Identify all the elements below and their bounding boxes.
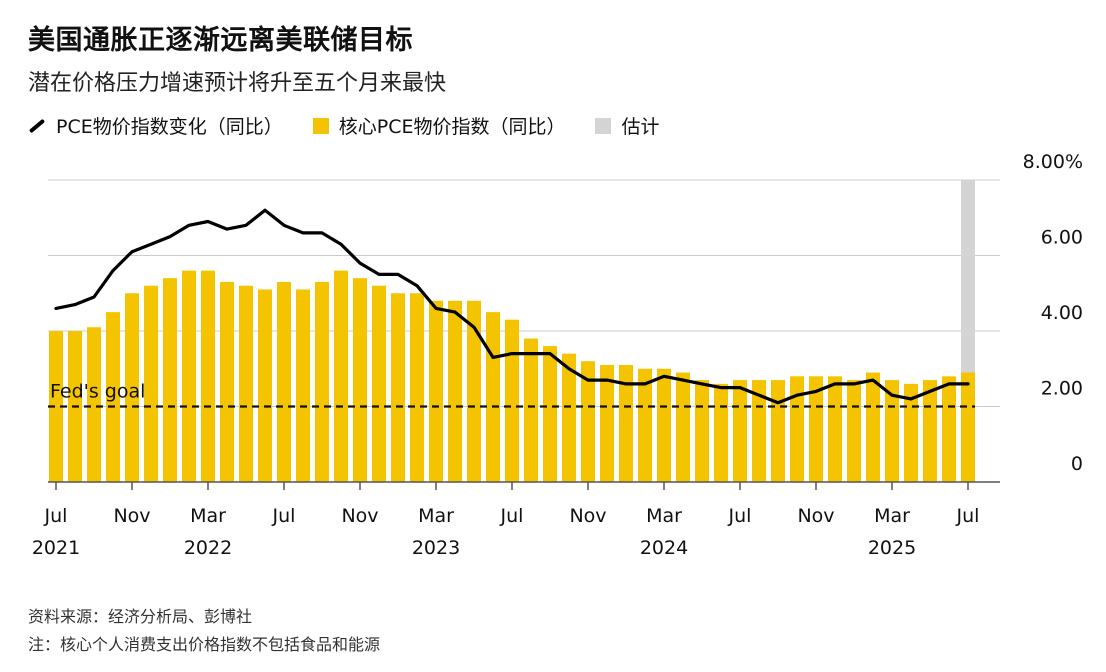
- source-note: 资料来源：经济分析局、彭博社: [28, 607, 253, 626]
- bar: [201, 270, 215, 482]
- bar: [467, 300, 481, 482]
- bar: [619, 364, 633, 482]
- x-tick-label: Mar: [418, 505, 454, 527]
- bar: [410, 293, 424, 482]
- bar: [771, 380, 785, 482]
- bar: [847, 380, 861, 482]
- y-tick-label: 8.00%: [1023, 151, 1083, 173]
- bar: [277, 281, 291, 482]
- x-tick-label: Nov: [797, 505, 834, 527]
- x-tick-label: Jul: [272, 505, 296, 527]
- x-tick-label: Jul: [728, 505, 752, 527]
- chart-subtitle: 潜在价格压力增速预计将升至五个月来最快: [28, 71, 447, 96]
- y-tick-label: 0: [1071, 453, 1083, 475]
- pce-line: [54, 208, 970, 405]
- bar: [524, 338, 538, 482]
- bar: [676, 372, 690, 482]
- bar: [220, 281, 234, 482]
- bar: [809, 376, 823, 482]
- x-tick-year: 2023: [412, 537, 460, 559]
- fed-goal-label: Fed's goal: [50, 381, 145, 403]
- x-tick-label: Nov: [341, 505, 378, 527]
- legend-item-core: 核心PCE物价指数（同比）: [312, 112, 566, 139]
- bar: [505, 319, 519, 482]
- y-tick-label: 2.00: [1041, 378, 1083, 400]
- bar: [448, 300, 462, 482]
- legend-bar-swatch: [312, 117, 329, 134]
- bar: [87, 327, 101, 482]
- bar: [638, 368, 652, 482]
- bar: [942, 376, 956, 482]
- bar: [125, 293, 139, 482]
- bar: [657, 368, 671, 482]
- legend-estimate-swatch: [595, 117, 612, 134]
- x-tick-label: Mar: [646, 505, 682, 527]
- legend-item-pce: PCE物价指数变化（同比）: [28, 112, 283, 139]
- bar: [600, 364, 614, 482]
- bar: [866, 372, 880, 482]
- x-tick-label: Mar: [190, 505, 226, 527]
- bar: [372, 285, 386, 482]
- x-tick-year: 2022: [184, 537, 232, 559]
- x-tick-year: 2024: [640, 537, 688, 559]
- bar: [163, 278, 177, 482]
- bar: [144, 285, 158, 482]
- bar: [258, 289, 272, 482]
- x-tick-label: Nov: [113, 505, 150, 527]
- bar: [106, 312, 120, 482]
- bar: [486, 312, 500, 482]
- bar: [714, 383, 728, 482]
- legend-label-estimate: 估计: [621, 116, 660, 138]
- y-tick-label: 6.00: [1041, 227, 1083, 249]
- bar: [695, 380, 709, 482]
- bar: [790, 376, 804, 482]
- x-tick-year: 2025: [868, 537, 916, 559]
- bar: [239, 285, 253, 482]
- legend-label-pce: PCE物价指数变化（同比）: [56, 116, 283, 138]
- footnote: 注：核心个人消费支出价格指数不包括食品和能源: [28, 635, 381, 654]
- x-tick-year: 2021: [32, 537, 80, 559]
- bar: [353, 278, 367, 482]
- bar: [828, 376, 842, 482]
- bar: [429, 300, 443, 482]
- bar: [562, 353, 576, 482]
- x-tick-label: Jul: [956, 505, 980, 527]
- x-tick-label: Jul: [500, 505, 524, 527]
- bar: [391, 293, 405, 482]
- bar: [296, 289, 310, 482]
- legend: PCE物价指数变化（同比） 核心PCE物价指数（同比） 估计: [28, 112, 689, 139]
- bar: [904, 383, 918, 482]
- x-tick-label: Mar: [874, 505, 910, 527]
- bar: [961, 372, 975, 482]
- chart-title: 美国通胀正逐渐远离美联储目标: [28, 25, 413, 56]
- bar: [581, 361, 595, 482]
- y-tick-label: 4.00: [1041, 302, 1083, 324]
- bar: [334, 270, 348, 482]
- bar: [315, 281, 329, 482]
- bar: [49, 331, 63, 482]
- legend-label-core: 核心PCE物价指数（同比）: [338, 116, 566, 138]
- bar: [543, 346, 557, 482]
- x-tick-label: Jul: [44, 505, 68, 527]
- bar: [923, 380, 937, 482]
- legend-item-estimate: 估计: [595, 112, 659, 139]
- bar: [733, 380, 747, 482]
- bar: [182, 270, 196, 482]
- x-tick-label: Nov: [569, 505, 606, 527]
